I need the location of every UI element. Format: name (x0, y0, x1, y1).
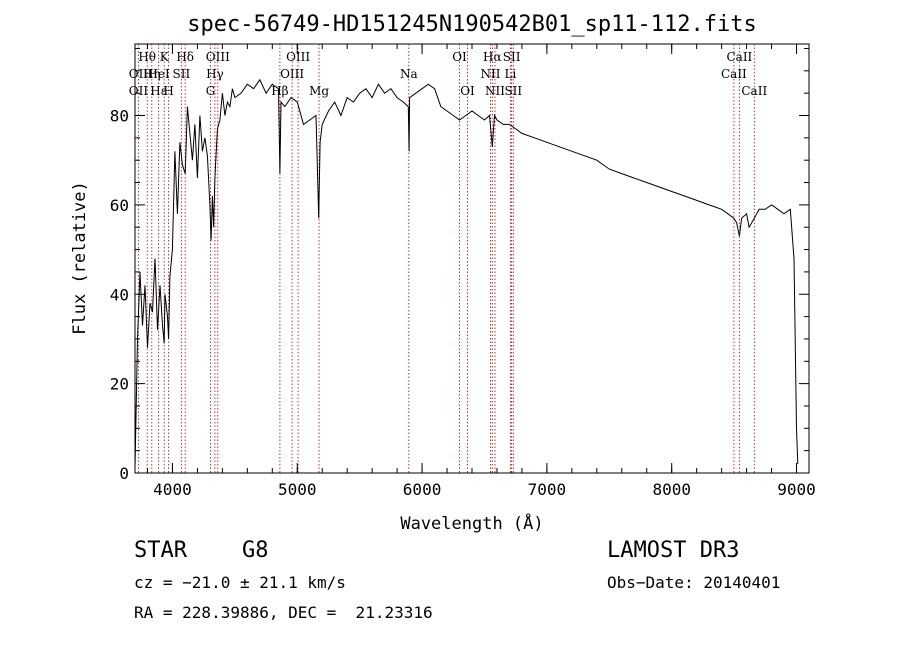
line-label-19: OI (460, 84, 475, 98)
x-axis-label: Wavelength (Å) (400, 512, 543, 534)
line-label-25: SII (504, 84, 522, 98)
x-tick-label-3: 7000 (528, 480, 567, 499)
spectral-line-markers (137, 44, 755, 473)
line-label-9: SII (173, 67, 191, 81)
line-label-22: NII (485, 84, 505, 98)
y-tick-label-3: 60 (110, 196, 129, 215)
line-label-13: OIII (286, 50, 310, 64)
x-tick-label-2: 6000 (403, 480, 442, 499)
coordinates: RA = 228.39886, DEC = 21.23316 (134, 603, 433, 622)
line-label-27: CaII (721, 67, 747, 81)
x-tick-label-4: 8000 (652, 480, 691, 499)
y-tick-label-4: 80 (110, 107, 129, 126)
line-label-4: Hε (150, 84, 167, 98)
object-class: STAR (134, 538, 187, 563)
line-label-5: K (160, 50, 170, 64)
line-label-15: Hβ (271, 84, 288, 98)
x-tick-label-0: 4000 (153, 480, 192, 499)
line-label-11: Hγ (206, 67, 224, 81)
line-label-2: OII (129, 84, 149, 98)
x-tick-label-5: 9000 (777, 480, 816, 499)
line-label-17: Na (400, 67, 418, 81)
line-label-6: HeI (147, 67, 170, 81)
line-label-26: CaII (726, 50, 752, 64)
y-axis-label: Flux (relative) (70, 181, 90, 335)
axis-ticks: 4000 5000 6000 7000 8000 9000 0 20 40 60 80 (110, 44, 816, 499)
survey-name: LAMOST DR3 (607, 538, 740, 563)
x-tick-label-1: 5000 (278, 480, 317, 499)
line-label-28: CaII (741, 84, 767, 98)
line-label-3: Hη (143, 67, 161, 81)
line-label-16: Mg (309, 84, 329, 98)
line-label-10: OIII (206, 50, 230, 64)
line-label-12: G (206, 84, 216, 98)
line-label-24: Li (504, 67, 516, 81)
spectrum-series-line (134, 78, 799, 469)
line-label-23: SII (503, 50, 521, 64)
y-tick-label-0: 0 (119, 464, 129, 483)
line-label-14: OIII (280, 67, 304, 81)
plot-frame (134, 43, 810, 474)
redshift-velocity: cz = −21.0 ± 21.1 km/s (134, 573, 346, 592)
chart-title: spec-56749-HD151245N190542B01_sp11-112.f… (187, 12, 757, 37)
y-tick-label-2: 40 (110, 285, 129, 304)
object-subclass: G8 (242, 538, 269, 563)
y-tick-label-1: 20 (110, 375, 129, 394)
line-label-20: Hα (483, 50, 502, 64)
line-label-8: Hδ (176, 50, 194, 64)
line-label-7: H (163, 84, 173, 98)
line-label-18: OI (452, 50, 467, 64)
line-label-21: NII (481, 67, 501, 81)
observation-date: Obs−Date: 20140401 (607, 573, 781, 592)
line-label-0: Hθ (138, 50, 156, 64)
line-label-1: OII (129, 67, 149, 81)
